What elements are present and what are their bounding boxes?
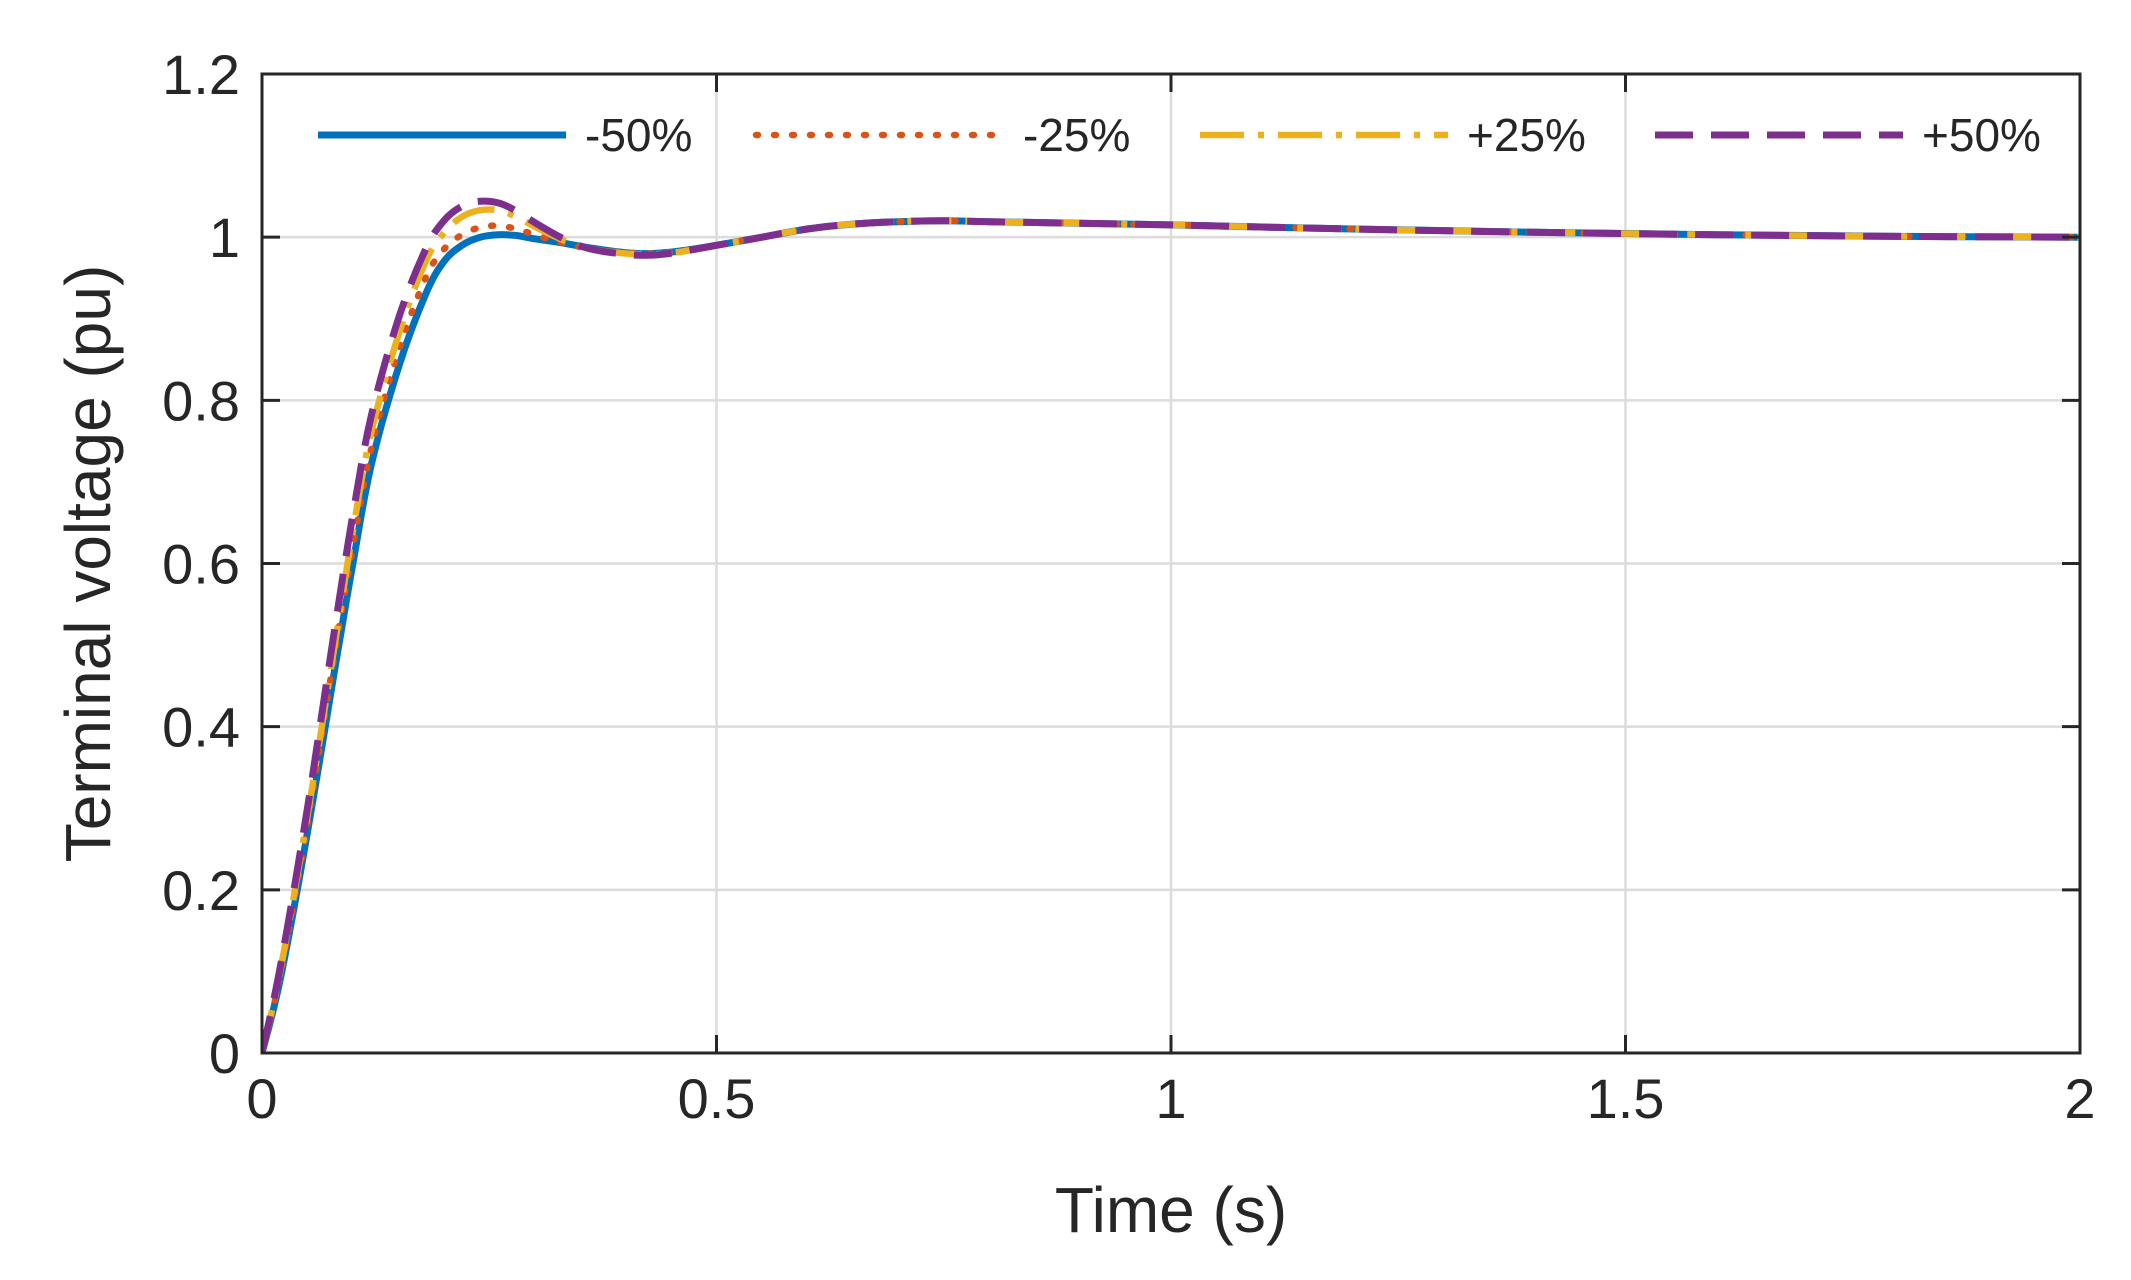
y-tick-label: 1 — [209, 206, 240, 269]
axis-ticks: 0 0.5 1 1.5 2 0 0.2 0.4 0.6 0.8 1 1.2 — [162, 43, 2095, 1130]
x-tick-label: 0 — [246, 1067, 277, 1130]
x-tick-label: 1 — [1155, 1067, 1186, 1130]
legend-label: -50% — [585, 109, 692, 161]
legend: -50% -25% +25% +50% — [318, 109, 2041, 161]
x-axis-title: Time (s) — [1055, 1174, 1287, 1246]
y-tick-label: 0.4 — [162, 696, 240, 759]
plot-area — [262, 197, 2080, 1053]
y-tick-label: 0.6 — [162, 533, 240, 596]
x-tick-label: 0.5 — [678, 1067, 756, 1130]
y-tick-label: 0.2 — [162, 859, 240, 922]
y-axis-title: Terminal voltage (pu) — [52, 265, 124, 863]
x-tick-label: 2 — [2064, 1067, 2095, 1130]
series-line-plus50pct — [262, 197, 2080, 1053]
legend-label: +50% — [1922, 109, 2041, 161]
legend-label: -25% — [1023, 109, 1130, 161]
x-tick-label: 1.5 — [1587, 1067, 1665, 1130]
y-tick-label: 0.8 — [162, 369, 240, 432]
legend-label: +25% — [1467, 109, 1586, 161]
y-tick-label: 1.2 — [162, 43, 240, 106]
y-tick-label: 0 — [209, 1022, 240, 1085]
